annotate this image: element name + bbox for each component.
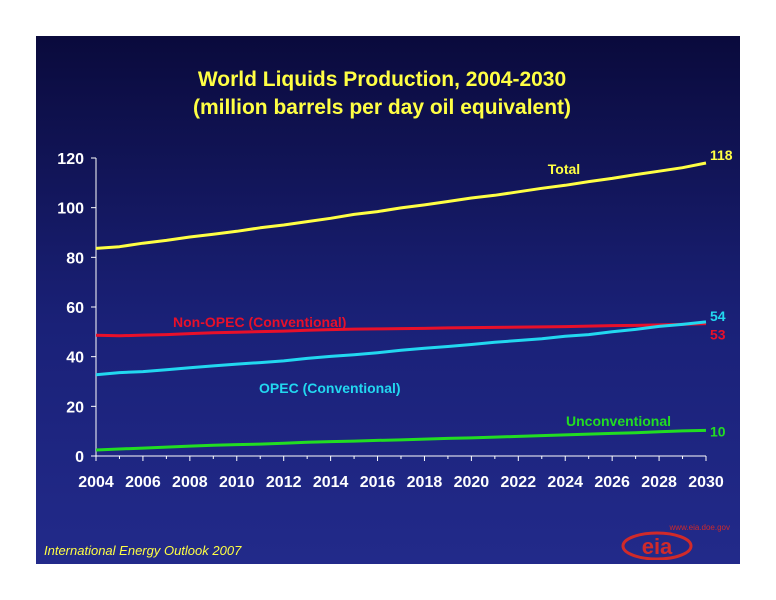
series-end-value-label: 10 [710, 423, 726, 439]
y-tick-label: 100 [57, 201, 84, 218]
line-chart: World Liquids Production, 2004-2030 (mil… [57, 68, 733, 491]
series-name-label: Total [548, 161, 580, 177]
x-tick-label: 2028 [641, 474, 677, 491]
x-tick-label: 2016 [360, 474, 396, 491]
x-tick-label: 2006 [125, 474, 161, 491]
series-end-value-label: 118 [710, 147, 733, 163]
x-tick-label: 2008 [172, 474, 208, 491]
y-tick-label: 80 [66, 250, 84, 267]
series-end-value-label: 53 [710, 327, 726, 343]
series-name-label: Non-OPEC (Conventional) [173, 314, 346, 330]
series-line-unconventional [95, 428, 707, 452]
chart-title-line-1: World Liquids Production, 2004-2030 [198, 68, 566, 91]
x-tick-label: 2030 [688, 474, 724, 491]
x-tick-label: 2026 [594, 474, 630, 491]
slide-background: World Liquids Production, 2004-2030 (mil… [36, 36, 740, 564]
logo-url-text: www.eia.doe.gov [669, 523, 730, 532]
series-line-opec-conventional [95, 320, 707, 377]
x-tick-label: 2022 [501, 474, 537, 491]
series-end-value-label: 54 [710, 308, 726, 324]
logo-word: eia [642, 534, 673, 559]
chart-title-line-2: (million barrels per day oil equivalent) [193, 96, 571, 119]
x-tick-label: 2020 [454, 474, 490, 491]
y-tick-label: 60 [66, 300, 84, 317]
x-tick-label: 2024 [547, 474, 583, 491]
y-tick-label: 120 [57, 151, 84, 168]
series-name-label: Unconventional [566, 413, 671, 429]
y-tick-label: 0 [75, 449, 84, 466]
eia-logo: www.eia.doe.gov eia [612, 520, 732, 561]
x-tick-label: 2012 [266, 474, 302, 491]
series-name-label: OPEC (Conventional) [259, 380, 401, 396]
series-line-total [95, 161, 707, 250]
x-tick-label: 2010 [219, 474, 255, 491]
footer-source: International Energy Outlook 2007 [44, 543, 242, 558]
y-tick-label: 40 [66, 350, 84, 367]
x-tick-label: 2018 [407, 474, 443, 491]
x-tick-label: 2014 [313, 474, 349, 491]
y-tick-label: 20 [66, 399, 84, 416]
x-tick-label: 2004 [78, 474, 114, 491]
series-line-non-opec-conventional [95, 322, 707, 338]
